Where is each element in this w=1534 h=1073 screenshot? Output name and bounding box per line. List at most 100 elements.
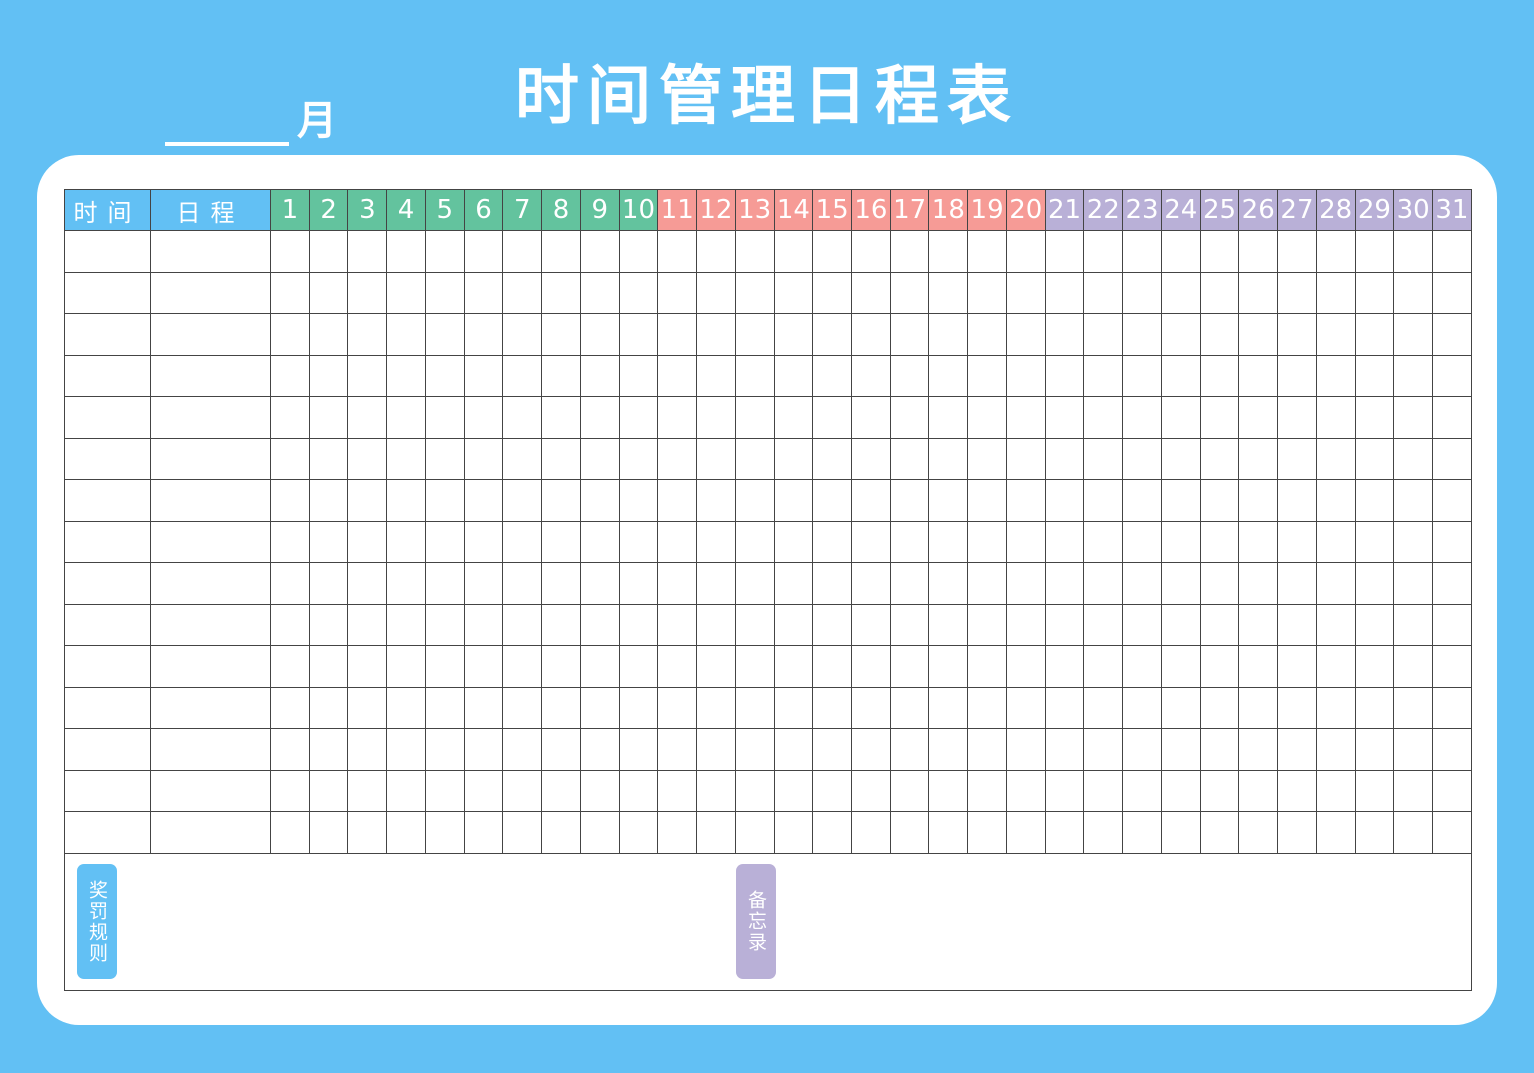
day-cell[interactable] [1199, 728, 1240, 771]
day-cell[interactable] [347, 313, 388, 356]
day-cell[interactable] [502, 811, 543, 854]
day-cell[interactable] [1277, 313, 1317, 356]
day-cell[interactable] [618, 313, 659, 356]
day-cell[interactable] [1044, 396, 1085, 439]
day-cell[interactable] [967, 354, 1007, 397]
day-cell[interactable] [696, 603, 736, 646]
day-cell[interactable] [1083, 313, 1124, 356]
day-cell[interactable] [1199, 396, 1240, 439]
day-cell[interactable] [270, 603, 310, 646]
day-cell[interactable] [1393, 645, 1434, 688]
day-cell[interactable] [347, 686, 388, 729]
schedule-cell[interactable] [150, 520, 271, 563]
day-cell[interactable] [618, 520, 659, 563]
day-cell[interactable] [889, 686, 930, 729]
day-cell[interactable] [1199, 769, 1240, 812]
day-cell[interactable] [308, 520, 349, 563]
day-cell[interactable] [657, 811, 698, 854]
day-cell[interactable] [347, 562, 388, 605]
day-cell[interactable] [579, 271, 620, 314]
day-cell[interactable] [1122, 437, 1162, 480]
day-cell[interactable] [1083, 520, 1124, 563]
schedule-cell[interactable] [150, 313, 271, 356]
day-cell[interactable] [1044, 686, 1085, 729]
time-cell[interactable] [64, 479, 151, 522]
day-cell[interactable] [579, 520, 620, 563]
time-cell[interactable] [64, 437, 151, 480]
day-cell[interactable] [1005, 271, 1046, 314]
day-cell[interactable] [1160, 520, 1201, 563]
day-cell[interactable] [773, 769, 814, 812]
day-cell[interactable] [1238, 811, 1279, 854]
day-cell[interactable] [734, 396, 775, 439]
day-cell[interactable] [773, 728, 814, 771]
schedule-cell[interactable] [150, 728, 271, 771]
day-cell[interactable] [579, 603, 620, 646]
day-cell[interactable] [1199, 603, 1240, 646]
day-cell[interactable] [463, 396, 504, 439]
day-cell[interactable] [1393, 562, 1434, 605]
day-cell[interactable] [773, 520, 814, 563]
day-cell[interactable] [463, 354, 504, 397]
day-cell[interactable] [1122, 728, 1162, 771]
day-cell[interactable] [386, 645, 426, 688]
day-cell[interactable] [1044, 437, 1085, 480]
time-cell[interactable] [64, 811, 151, 854]
day-cell[interactable] [618, 562, 659, 605]
day-cell[interactable] [1083, 603, 1124, 646]
day-cell[interactable] [812, 811, 853, 854]
time-cell[interactable] [64, 728, 151, 771]
schedule-cell[interactable] [150, 437, 271, 480]
day-cell[interactable] [773, 645, 814, 688]
day-cell[interactable] [696, 271, 736, 314]
day-cell[interactable] [1005, 769, 1046, 812]
day-cell[interactable] [734, 562, 775, 605]
day-cell[interactable] [1393, 230, 1434, 273]
day-cell[interactable] [1005, 354, 1046, 397]
day-cell[interactable] [308, 811, 349, 854]
day-cell[interactable] [1432, 396, 1472, 439]
day-cell[interactable] [851, 479, 891, 522]
day-cell[interactable] [812, 354, 853, 397]
day-cell[interactable] [696, 686, 736, 729]
day-cell[interactable] [851, 728, 891, 771]
day-cell[interactable] [889, 437, 930, 480]
day-cell[interactable] [812, 396, 853, 439]
day-cell[interactable] [308, 313, 349, 356]
day-cell[interactable] [1199, 354, 1240, 397]
day-cell[interactable] [928, 230, 969, 273]
day-cell[interactable] [386, 396, 426, 439]
day-cell[interactable] [696, 437, 736, 480]
day-cell[interactable] [1005, 396, 1046, 439]
day-cell[interactable] [463, 686, 504, 729]
day-cell[interactable] [928, 313, 969, 356]
schedule-cell[interactable] [150, 271, 271, 314]
day-cell[interactable] [773, 271, 814, 314]
day-cell[interactable] [1277, 645, 1317, 688]
day-cell[interactable] [657, 520, 698, 563]
day-cell[interactable] [1044, 230, 1085, 273]
day-cell[interactable] [657, 769, 698, 812]
time-cell[interactable] [64, 230, 151, 273]
day-cell[interactable] [657, 271, 698, 314]
schedule-cell[interactable] [150, 562, 271, 605]
day-cell[interactable] [579, 313, 620, 356]
day-cell[interactable] [889, 313, 930, 356]
day-cell[interactable] [734, 686, 775, 729]
day-cell[interactable] [1354, 479, 1395, 522]
day-cell[interactable] [928, 437, 969, 480]
day-cell[interactable] [1160, 479, 1201, 522]
day-cell[interactable] [1238, 520, 1279, 563]
day-cell[interactable] [734, 728, 775, 771]
day-cell[interactable] [773, 437, 814, 480]
day-cell[interactable] [579, 645, 620, 688]
day-cell[interactable] [424, 645, 465, 688]
day-cell[interactable] [386, 479, 426, 522]
day-cell[interactable] [773, 230, 814, 273]
day-cell[interactable] [1122, 686, 1162, 729]
day-cell[interactable] [1122, 230, 1162, 273]
day-cell[interactable] [1199, 479, 1240, 522]
day-cell[interactable] [1238, 271, 1279, 314]
day-cell[interactable] [1122, 645, 1162, 688]
day-cell[interactable] [1315, 230, 1356, 273]
